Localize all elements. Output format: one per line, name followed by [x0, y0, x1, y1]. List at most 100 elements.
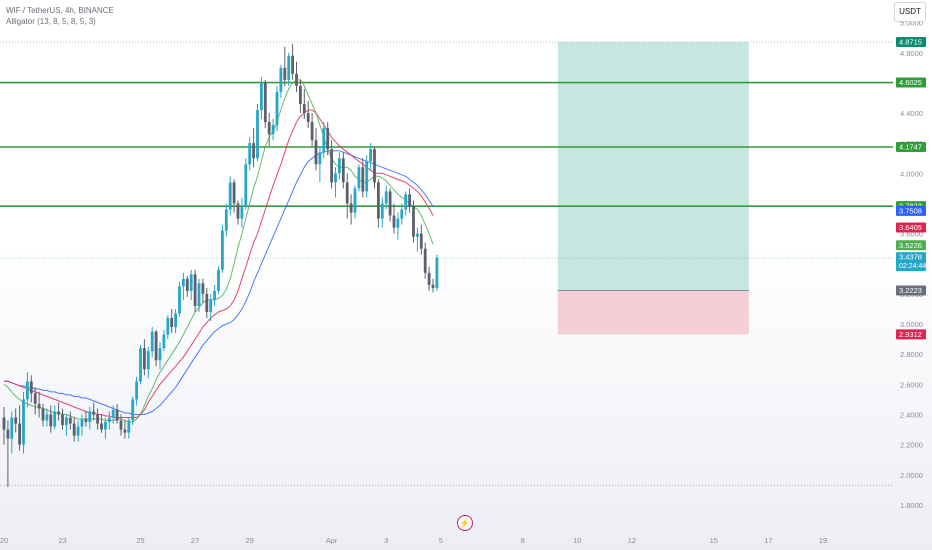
time-tick-label: 25 [136, 536, 144, 545]
candle-body [416, 233, 419, 237]
candle [146, 346, 150, 379]
candle-body [275, 91, 279, 126]
candle [400, 203, 404, 225]
candle-body [365, 161, 369, 192]
candle [267, 113, 271, 147]
candle [37, 391, 41, 418]
price-label-box [896, 77, 926, 88]
candle [107, 411, 111, 430]
candle [408, 188, 411, 213]
candle [283, 46, 287, 86]
candle [263, 79, 267, 129]
candle-body [357, 167, 361, 189]
alligator-jaw-line [4, 150, 434, 415]
candle [96, 408, 99, 430]
price-label: 3.5226 [896, 240, 926, 251]
candle [380, 197, 384, 228]
candle-body [92, 411, 96, 415]
candle [287, 52, 291, 86]
candle [353, 185, 357, 219]
indicator-title[interactable]: Alligator (13, 8, 5, 8, 5, 3) [6, 17, 96, 26]
candle [271, 119, 275, 141]
time-axis[interactable]: 20 23 25 27 29 Apr 3 5 8 10 12 15 17 19 [0, 536, 827, 545]
candle-body [318, 152, 322, 165]
price-tick-label: 3.0000 [900, 320, 923, 329]
candle-body [57, 411, 60, 415]
candle [322, 122, 326, 159]
candle-body [135, 381, 138, 400]
candle-body [252, 143, 255, 159]
candle [143, 339, 146, 376]
candle-body [423, 248, 427, 273]
candle-body [197, 283, 201, 306]
candle [256, 104, 259, 162]
candle-body [158, 348, 162, 361]
alligator-teeth-line [4, 109, 434, 418]
candle [349, 194, 353, 225]
candle [182, 272, 185, 300]
candle-body [388, 191, 392, 216]
candle [338, 152, 341, 180]
candle-body [400, 209, 404, 219]
candle [53, 405, 57, 430]
candle [310, 113, 314, 147]
candle [49, 405, 53, 433]
candle [57, 402, 60, 421]
price-label-text: 3.6405 [899, 223, 922, 232]
candle [373, 146, 376, 189]
candle-body [131, 399, 135, 421]
candle-body [306, 113, 310, 123]
currency-button[interactable]: USDT [894, 2, 926, 22]
candle [326, 122, 330, 156]
candle-body [353, 188, 357, 213]
candle-body [127, 420, 131, 433]
candle-body [26, 381, 29, 400]
time-tick-label: 27 [191, 536, 199, 545]
price-label: 4.8715 [896, 36, 926, 47]
time-tick-label: 29 [246, 536, 254, 545]
candle-body [377, 182, 380, 219]
time-tick-label: 5 [439, 536, 443, 545]
candle [228, 176, 232, 216]
candle [221, 224, 224, 273]
candle [260, 76, 263, 120]
candle-body [361, 167, 365, 192]
candle-body [369, 149, 372, 162]
candle-body [29, 381, 33, 394]
candle-body [302, 104, 306, 114]
candles [2, 43, 439, 487]
candle [45, 408, 49, 427]
candle-body [170, 318, 174, 328]
candle [127, 417, 131, 439]
candle [174, 308, 177, 334]
candle [185, 275, 189, 297]
candle-body [72, 423, 76, 436]
candle-body [45, 414, 49, 421]
candle-body [349, 203, 353, 213]
lightning-icon[interactable]: ⚡ [457, 515, 473, 531]
candle [427, 266, 431, 291]
candle [431, 278, 435, 293]
alligator-indicator [3, 79, 434, 423]
candle [100, 414, 103, 433]
candle [104, 417, 107, 439]
candle-body [111, 409, 115, 418]
price-label-box [896, 285, 926, 296]
price-labels: 4.87154.60254.17473.78233.75083.64053.52… [896, 36, 926, 340]
candle-body [33, 393, 37, 404]
price-tick-label: 2.8000 [900, 350, 923, 359]
price-label: 3.7508 [896, 205, 926, 216]
price-label: 2.9312 [896, 329, 926, 340]
candle [201, 278, 205, 303]
candle-body [182, 278, 185, 287]
horizontal-levels[interactable] [0, 41, 893, 486]
candle-body [232, 182, 236, 204]
candle [84, 411, 88, 427]
candle-body [139, 348, 142, 382]
symbol-title[interactable]: WIF / TetherUS, 4h, BINANCE [6, 6, 114, 15]
candle [236, 200, 240, 225]
candle-body [240, 206, 244, 219]
price-label: 4.6025 [896, 77, 926, 88]
candle [68, 411, 72, 430]
